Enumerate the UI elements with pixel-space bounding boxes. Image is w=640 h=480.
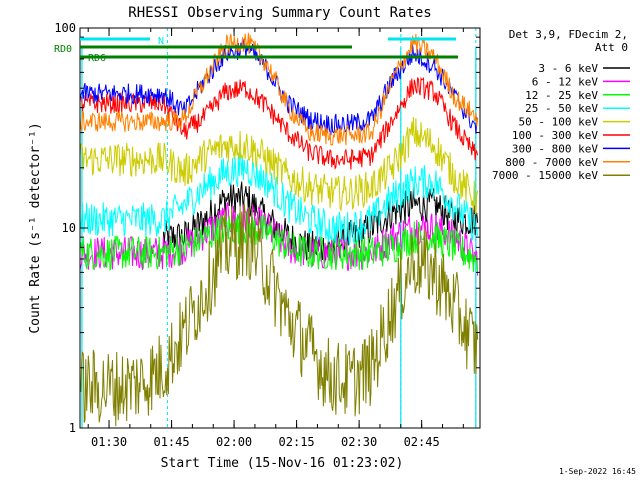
legend-label-5: 100 - 300 keV xyxy=(512,129,598,142)
series-line-3 xyxy=(79,152,479,246)
legend-label-0: 3 - 6 keV xyxy=(538,62,598,75)
chart-title: RHESSI Observing Summary Count Rates xyxy=(128,5,431,21)
x-tick-label-3: 02:15 xyxy=(279,435,315,449)
legend-label-7: 800 - 7000 keV xyxy=(505,156,598,169)
x-axis: 01:30 01:45 02:00 02:15 02:30 02:45 xyxy=(87,28,464,449)
y-tick-label-2: 100 xyxy=(54,21,76,35)
legend-label-6: 300 - 800 keV xyxy=(512,142,598,155)
x-tick-label-5: 02:45 xyxy=(404,435,440,449)
legend-label-8: 7000 - 15000 keV xyxy=(492,169,598,182)
y-axis: 1 10 100 xyxy=(54,21,480,435)
x-tick-label-2: 02:00 xyxy=(216,435,252,449)
plot-frame xyxy=(79,27,481,429)
x-tick-label-0: 01:30 xyxy=(91,435,127,449)
annotation-rd6-label: RD6 xyxy=(88,53,106,64)
annotation-rd0-label: RD0 xyxy=(54,44,72,55)
legend-header-line1: Det 3,9, FDecim 2, xyxy=(509,28,628,41)
y-tick-label-0: 1 xyxy=(69,421,76,435)
y-axis-label: Count Rate (s⁻¹ detector⁻¹) xyxy=(28,122,43,333)
annotation-n-label: N xyxy=(158,36,164,47)
legend-label-4: 50 - 100 keV xyxy=(519,116,599,129)
series-line-4 xyxy=(79,116,479,216)
legend-label-2: 12 - 25 keV xyxy=(525,89,598,102)
series-group xyxy=(79,32,479,427)
legend-label-3: 25 - 50 keV xyxy=(525,102,598,115)
timestamp: 1-Sep-2022 16:45 xyxy=(559,467,636,476)
y-tick-label-1: 10 xyxy=(62,221,76,235)
legend-label-1: 6 - 12 keV xyxy=(532,75,599,88)
series-line-8 xyxy=(79,202,479,427)
x-axis-label: Start Time (15-Nov-16 01:23:02) xyxy=(161,456,404,471)
legend-header-line2: Att 0 xyxy=(595,41,628,54)
series-line-7 xyxy=(79,32,479,146)
x-tick-label-4: 02:30 xyxy=(341,435,377,449)
x-tick-label-1: 01:45 xyxy=(153,435,189,449)
